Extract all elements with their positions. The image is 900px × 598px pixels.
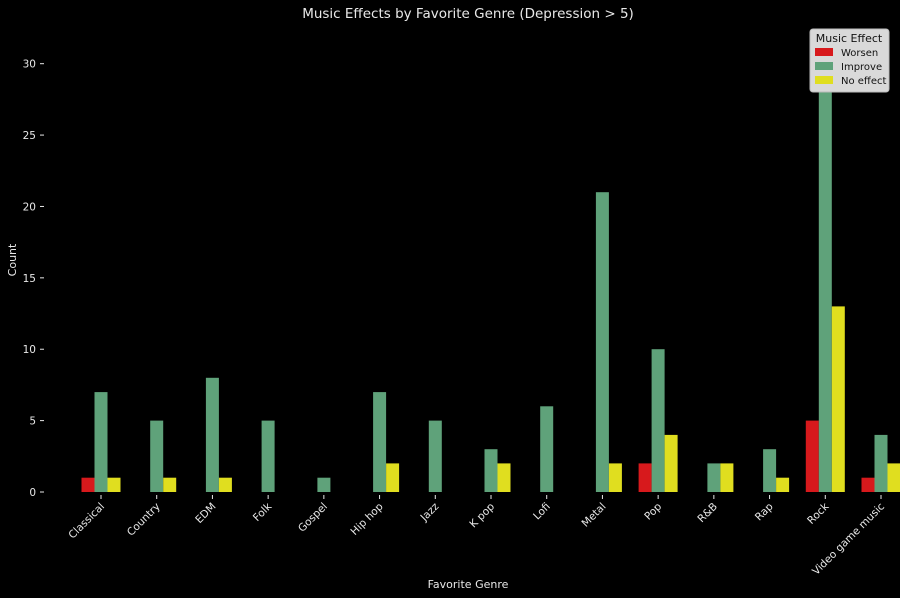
x-tick-label: Hip hop <box>349 500 386 537</box>
y-tick-label: 10 <box>23 344 36 356</box>
bar-worsen-14 <box>861 477 875 492</box>
legend-label: Improve <box>841 62 882 73</box>
y-tick-label: 15 <box>23 273 36 285</box>
legend-items: Worsen Improve No effect <box>815 48 886 87</box>
bar-improve-9 <box>595 192 609 492</box>
bar-improve-2 <box>205 377 219 492</box>
x-tick-label: Classical <box>66 501 107 542</box>
bars-group <box>81 49 900 493</box>
x-tick-label: Folk <box>251 500 275 524</box>
bar-no-effect-5 <box>386 463 400 492</box>
bar-improve-5 <box>373 392 387 492</box>
legend-title: Music Effect <box>816 32 883 45</box>
bar-improve-3 <box>261 420 275 492</box>
x-tick-label: R&B <box>695 501 720 526</box>
bar-worsen-10 <box>638 463 652 492</box>
y-tick-label: 20 <box>23 201 36 213</box>
x-tick-label: K pop <box>467 500 497 530</box>
bar-improve-7 <box>484 449 498 492</box>
bar-no-effect-13 <box>831 306 845 492</box>
x-tick-label: Metal <box>580 501 609 530</box>
bar-improve-10 <box>651 349 665 492</box>
chart-title: Music Effects by Favorite Genre (Depress… <box>302 6 634 22</box>
x-tick-label: Rock <box>805 500 832 527</box>
y-tick-label: 30 <box>23 59 36 71</box>
x-tick-label: Country <box>125 501 163 539</box>
y-tick-label: 0 <box>29 487 36 499</box>
bar-improve-12 <box>763 449 777 492</box>
legend-swatch-worsen <box>815 48 833 56</box>
bar-no-effect-14 <box>887 463 900 492</box>
bar-improve-0 <box>94 392 108 492</box>
y-ticks-group: 0 5 10 15 20 25 30 <box>23 59 44 499</box>
bar-worsen-0 <box>81 477 95 492</box>
legend-swatch-no-effect <box>815 76 833 84</box>
y-tick-label: 5 <box>29 416 36 428</box>
x-tick-label: Pop <box>642 500 664 522</box>
bar-improve-11 <box>707 463 721 492</box>
bar-no-effect-1 <box>163 477 177 492</box>
x-tick-label: EDM <box>193 501 218 526</box>
bar-no-effect-0 <box>107 477 121 492</box>
x-tick-label: Rap <box>753 500 776 523</box>
bar-improve-14 <box>874 434 888 492</box>
bar-no-effect-12 <box>776 477 790 492</box>
bar-improve-8 <box>540 406 554 492</box>
legend-swatch-improve <box>815 62 833 70</box>
legend-label: No effect <box>841 76 886 87</box>
x-tick-label: Lofi <box>531 501 553 523</box>
bar-no-effect-7 <box>497 463 511 492</box>
bar-improve-4 <box>317 477 331 492</box>
bar-no-effect-2 <box>218 477 232 492</box>
x-axis-label: Favorite Genre <box>428 578 509 591</box>
bar-improve-13 <box>818 49 832 493</box>
bar-no-effect-11 <box>720 463 734 492</box>
legend-label: Worsen <box>841 48 878 59</box>
bar-no-effect-10 <box>664 434 678 492</box>
bar-worsen-13 <box>805 420 819 492</box>
bar-improve-6 <box>428 420 442 492</box>
y-axis-label: Count <box>6 243 19 276</box>
x-tick-label: Jazz <box>418 500 442 524</box>
y-tick-label: 25 <box>23 130 36 142</box>
x-ticks-group: Classical Country EDM Folk Gospel Hip hop Jazz… <box>66 495 887 578</box>
legend: Music Effect Worsen Improve No effect <box>809 28 890 93</box>
bar-improve-1 <box>150 420 164 492</box>
x-tick-label: Gospel <box>296 501 330 535</box>
bar-no-effect-9 <box>608 463 622 492</box>
